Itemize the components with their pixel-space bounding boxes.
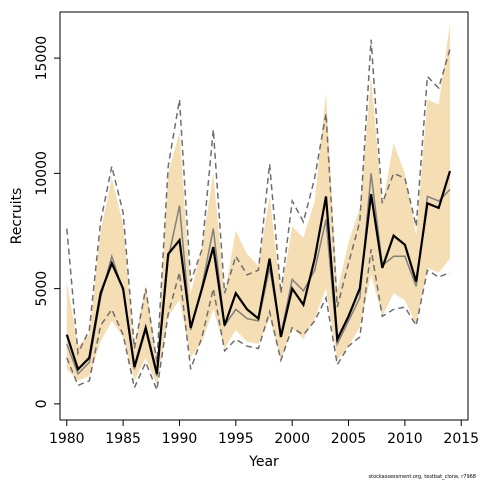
- y-tick-label: 15000: [34, 36, 50, 81]
- x-axis-title: Year: [248, 454, 279, 470]
- confidence-band: [66, 23, 451, 386]
- x-tick-label: 1980: [49, 431, 85, 447]
- plot-area: [65, 23, 452, 393]
- y-axis: 0 5000 10000 15000: [34, 36, 60, 408]
- plot-frame: [59, 11, 469, 421]
- y-tick-label: 0: [34, 399, 50, 408]
- x-tick-label: 2000: [274, 431, 310, 447]
- x-tick-label: 1995: [218, 431, 254, 447]
- x-tick-label: 2005: [331, 431, 367, 447]
- x-tick-label: 2010: [387, 431, 423, 447]
- x-tick-label: 1985: [105, 431, 141, 447]
- footnote: stockassessment.org, testbat_clone, r796…: [369, 474, 477, 480]
- x-tick-label: 1990: [162, 431, 198, 447]
- previous-upper-interval-line: [66, 39, 451, 363]
- x-axis: 1980 1985 1990 1995 2000 2005 2010 2015: [49, 420, 479, 447]
- x-tick-label: 2015: [443, 431, 479, 447]
- y-tick-label: 10000: [34, 151, 50, 196]
- previous-lower-interval-line: [66, 249, 451, 393]
- y-axis-title: Recruits: [9, 188, 25, 245]
- recruits-estimate-line: [65, 170, 452, 375]
- y-tick-label: 5000: [34, 271, 50, 307]
